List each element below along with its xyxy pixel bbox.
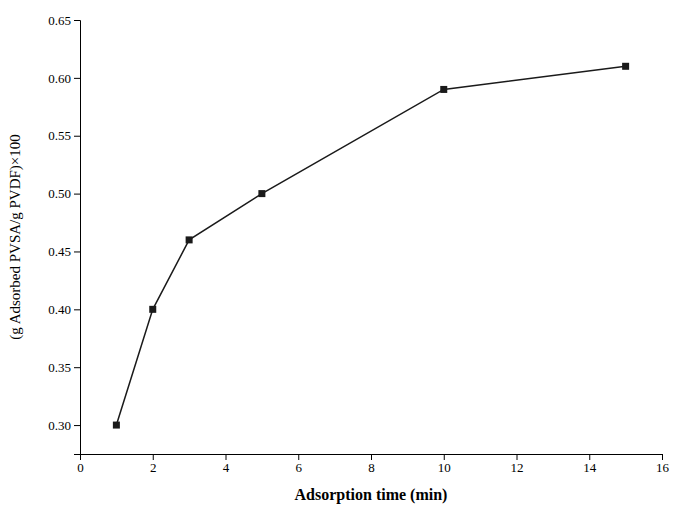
line bbox=[116, 66, 625, 425]
y-axis-tick: 0.55 bbox=[48, 128, 80, 143]
y-axis: 0.30 0.35 0.40 0.45 0.50 0.55 0.60 0.65 bbox=[48, 13, 80, 455]
x-axis-tick-mark bbox=[371, 454, 372, 460]
x-axis-tick-mark bbox=[589, 454, 590, 460]
y-axis-line bbox=[74, 21, 81, 455]
y-axis-tick: 0.45 bbox=[48, 244, 80, 259]
y-axis-tick-mark bbox=[74, 20, 80, 21]
y-axis-tick-label: 0.30 bbox=[48, 418, 71, 433]
x-axis-line bbox=[81, 455, 663, 461]
x-axis-tick: 10 bbox=[438, 454, 451, 475]
y-axis-tick: 0.50 bbox=[48, 186, 80, 201]
x-axis-tick-label: 6 bbox=[296, 460, 303, 475]
y-axis-tick-label: 0.50 bbox=[48, 186, 71, 201]
plot: 0 2 4 6 8 10 12 14 16 0.30 0.35 0.40 0.45 0.50 0.55 0.6… bbox=[48, 13, 669, 476]
x-axis-tick-mark bbox=[444, 454, 445, 460]
x-axis-tick-label: 14 bbox=[583, 460, 597, 475]
y-axis-tick-label: 0.55 bbox=[48, 128, 71, 143]
y-axis-tick-mark bbox=[74, 367, 80, 368]
x-axis-tick: 4 bbox=[223, 454, 230, 475]
point bbox=[258, 190, 265, 197]
x-axis-tick-label: 8 bbox=[368, 460, 375, 475]
x-axis-tick-label: 10 bbox=[438, 460, 451, 475]
x-axis-tick-mark bbox=[153, 454, 154, 460]
x-axis-tick-label: 2 bbox=[150, 460, 157, 475]
x-axis-tick-label: 4 bbox=[223, 460, 230, 475]
y-axis-tick-mark bbox=[74, 425, 80, 426]
x-axis-tick-label: 16 bbox=[656, 460, 670, 475]
point bbox=[622, 63, 629, 70]
y-axis-tick-mark bbox=[74, 78, 80, 79]
y-axis-tick-label: 0.40 bbox=[48, 302, 71, 317]
y-axis-tick: 0.30 bbox=[48, 418, 80, 433]
y-axis-tick-mark bbox=[74, 194, 80, 195]
x-axis-tick: 14 bbox=[583, 454, 597, 475]
y-axis-tick-mark bbox=[74, 251, 80, 252]
point bbox=[186, 236, 193, 243]
x-axis-tick: 12 bbox=[511, 454, 524, 475]
x-axis-tick-label: 12 bbox=[511, 460, 524, 475]
x-axis-tick-mark bbox=[517, 454, 518, 460]
chart: 0 2 4 6 8 10 12 14 16 0.30 0.35 0.40 0.45 0.50 0.55 0.6… bbox=[0, 0, 686, 516]
y-axis-tick-label: 0.35 bbox=[48, 360, 71, 375]
x-axis-tick: 0 bbox=[77, 454, 84, 475]
x-axis-tick: 8 bbox=[368, 454, 375, 475]
marks bbox=[113, 63, 629, 429]
x-axis-tick: 16 bbox=[656, 454, 670, 475]
y-axis-title: (g Adsorbed PVSA/g PVDF)×100 bbox=[7, 134, 24, 340]
y-axis-tick: 0.65 bbox=[48, 13, 80, 28]
y-axis-tick-label: 0.65 bbox=[48, 13, 71, 28]
point bbox=[149, 306, 156, 313]
y-axis-tick-label: 0.45 bbox=[48, 244, 71, 259]
x-axis-tick-label: 0 bbox=[77, 460, 84, 475]
x-axis-title: Adsorption time (min) bbox=[295, 486, 448, 504]
y-axis-tick: 0.40 bbox=[48, 302, 80, 317]
y-axis-tick: 0.60 bbox=[48, 71, 80, 86]
y-axis-tick-label: 0.60 bbox=[48, 71, 71, 86]
y-axis-tick-mark bbox=[74, 136, 80, 137]
x-axis-tick: 2 bbox=[150, 454, 157, 475]
x-axis: 0 2 4 6 8 10 12 14 16 bbox=[77, 454, 669, 475]
x-axis-tick-mark bbox=[662, 454, 663, 460]
point bbox=[440, 86, 447, 93]
point bbox=[113, 422, 120, 429]
x-axis-tick: 6 bbox=[296, 454, 303, 475]
y-axis-tick: 0.35 bbox=[48, 360, 80, 375]
y-axis-tick-mark bbox=[74, 309, 80, 310]
x-axis-tick-mark bbox=[226, 454, 227, 460]
x-axis-tick-mark bbox=[298, 454, 299, 460]
